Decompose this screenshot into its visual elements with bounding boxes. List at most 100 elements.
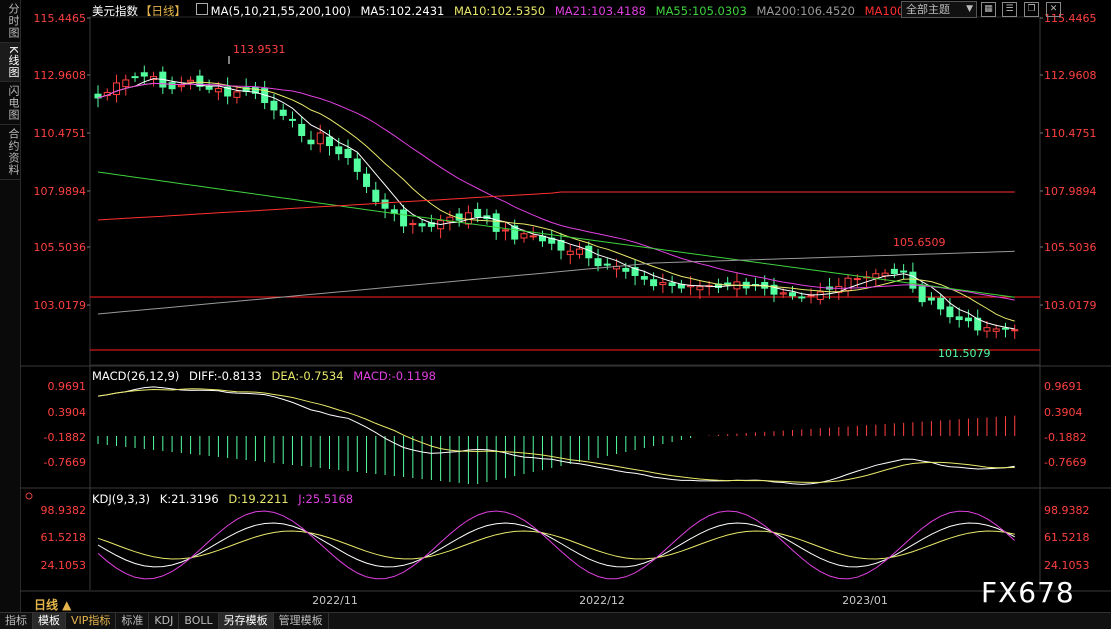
macd-tick-left: -0.1882 — [44, 431, 86, 444]
price-tick-left: 112.9608 — [34, 69, 87, 82]
candle-body — [279, 109, 287, 116]
chevron-down-icon: ▼ — [966, 4, 973, 14]
candle-body — [603, 263, 611, 266]
chart-type-icon[interactable] — [195, 3, 208, 15]
candle-body — [900, 270, 908, 273]
tab-kline[interactable]: K线图 — [0, 43, 20, 83]
candle-body — [94, 93, 102, 99]
side-tab-bar: 分时图 K线图 闪电图 合约资料 — [0, 0, 21, 612]
macd-tick-right: -0.7669 — [1044, 456, 1086, 469]
date-tick: 2022/12 — [579, 594, 625, 607]
candle-body — [474, 208, 482, 218]
ma21-line — [97, 82, 1015, 301]
tab-kdj[interactable]: KDJ — [149, 613, 180, 629]
period-tag: 【日线】 — [140, 4, 186, 18]
tab-lightning[interactable]: 闪电图 — [0, 82, 20, 126]
candle-body — [316, 132, 324, 145]
candle-body — [964, 317, 972, 322]
tab-indicator[interactable]: 指标 — [0, 613, 33, 629]
macd-tick-right: -0.1882 — [1044, 431, 1086, 444]
candle-body — [381, 199, 389, 209]
ma55-line — [97, 171, 1015, 298]
candle-body — [131, 76, 139, 79]
candle-body — [140, 72, 148, 77]
candle-body — [835, 285, 843, 294]
candle-body — [400, 209, 408, 227]
tab-timeshare[interactable]: 分时图 — [0, 0, 20, 43]
tab-vip-indicator[interactable]: VIP指标 — [66, 613, 117, 629]
candle-body — [622, 267, 630, 272]
ma5-line — [97, 78, 1015, 330]
instrument-title: 美元指数 — [92, 4, 138, 18]
candle-body — [196, 75, 204, 87]
theme-select-value: 全部主题 — [906, 3, 950, 16]
price-tick-right: 105.5036 — [1044, 241, 1097, 254]
macd-diff-line — [97, 386, 1015, 485]
macd-params: MACD(26,12,9) — [92, 369, 180, 383]
candle-body — [233, 91, 241, 98]
candle-body — [816, 291, 824, 300]
candle-body — [890, 268, 898, 274]
macd-tick-right: 0.9691 — [1044, 380, 1083, 393]
candle-body — [372, 189, 380, 202]
tab-save-template[interactable]: 另存模板 — [218, 613, 274, 629]
candle-body — [650, 279, 658, 287]
ma100-value: MA100 — [864, 4, 905, 18]
candle-body — [770, 284, 778, 295]
candle-body — [779, 292, 787, 295]
candle-body — [529, 235, 537, 238]
tab-template[interactable]: 模板 — [33, 613, 66, 629]
high-annotation: 113.9531 — [233, 43, 286, 56]
period-label[interactable]: 日线 ▲ — [34, 598, 72, 612]
macd-tick-left: 0.9691 — [48, 380, 87, 393]
tab-contract-info[interactable]: 合约资料 — [0, 125, 20, 181]
candle-body — [326, 136, 333, 147]
candle-body — [696, 286, 704, 291]
candle-body — [909, 271, 917, 289]
restore-icon[interactable]: ❐ — [1024, 2, 1039, 17]
candle-body — [150, 76, 158, 80]
low-annotation: 101.5079 — [938, 347, 991, 360]
price-tick-left: 115.4465 — [34, 12, 87, 25]
candle-body — [418, 223, 426, 227]
ma55-value: MA55:105.0303 — [655, 4, 747, 18]
theme-select[interactable]: 全部主题 ▼ — [901, 1, 977, 18]
candle-body — [1011, 329, 1019, 332]
candle-body — [205, 85, 213, 90]
price-tick-right: 107.9894 — [1044, 185, 1097, 198]
candle-body — [298, 123, 306, 137]
candle-body — [520, 233, 528, 239]
grid-icon[interactable]: ▦ — [981, 2, 996, 17]
macd-diff: DIFF:-0.8133 — [189, 369, 262, 383]
ma10-line — [97, 81, 1015, 322]
candle-body — [668, 282, 676, 287]
candle-body — [353, 158, 361, 172]
watermark-logo: FX678 — [981, 576, 1075, 609]
chart-canvas[interactable]: 115.4465 115.4465 112.9608 112.9608 110.4751… — [20, 0, 1111, 612]
macd-tick-left: 0.3904 — [48, 406, 87, 419]
macd-legend: MACD(26,12,9) DIFF:-0.8133 DEA:-0.7534 M… — [92, 369, 442, 383]
bottom-toolbar: 指标 模板 VIP指标 标准 KDJ BOLL 另存模板 管理模板 — [0, 612, 1111, 629]
kdj-tick-right: 98.9382 — [1044, 504, 1090, 517]
price-tick-right: 115.4465 — [1044, 12, 1097, 25]
candle-body — [576, 248, 584, 255]
mid-high-annotation: 105.6509 — [893, 236, 946, 249]
candle-body — [492, 213, 500, 232]
candle-body — [501, 229, 509, 232]
tab-standard[interactable]: 标准 — [116, 613, 150, 629]
kdj-d-line — [97, 530, 1015, 560]
price-tick-left: 105.5036 — [34, 241, 87, 254]
candle-body — [992, 328, 1000, 332]
close-icon[interactable]: ✕ — [1046, 2, 1061, 17]
menu-icon[interactable]: ☰ — [1002, 2, 1017, 17]
candle-body — [659, 282, 667, 286]
candle-body — [640, 276, 648, 280]
candle-body — [122, 79, 130, 88]
candle-body — [177, 84, 185, 88]
tab-boll[interactable]: BOLL — [179, 613, 219, 629]
macd-tick-right: 0.3904 — [1044, 406, 1083, 419]
candle-body — [1001, 327, 1009, 330]
tab-manage-template[interactable]: 管理模板 — [274, 613, 329, 629]
candle-body — [937, 297, 945, 310]
kdj-tick-right: 61.5218 — [1044, 531, 1090, 544]
